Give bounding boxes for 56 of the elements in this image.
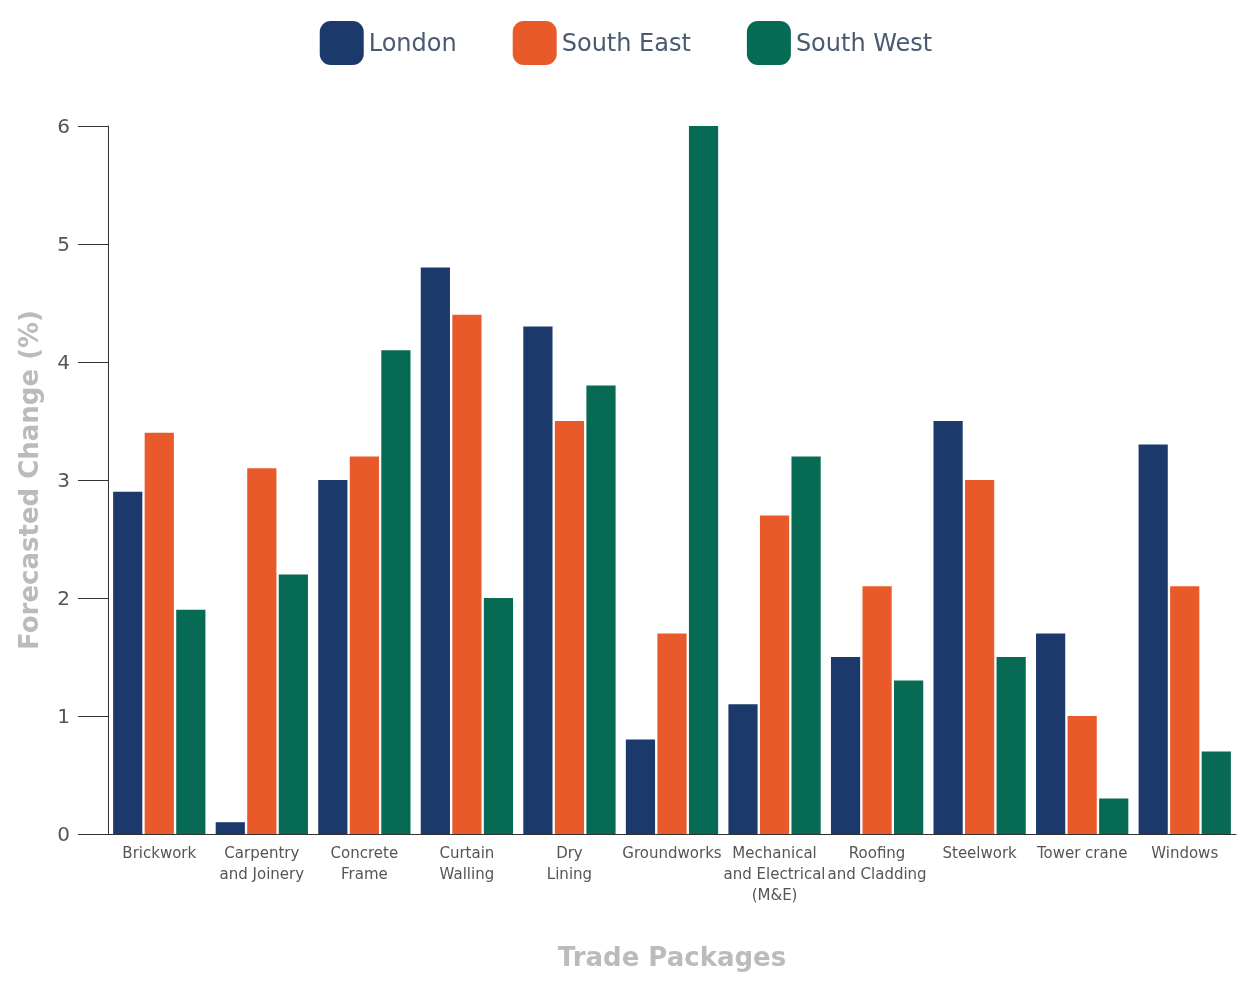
x-tick-label: Windows xyxy=(1151,843,1219,862)
x-tick-label: Steelwork xyxy=(942,843,1018,862)
bar xyxy=(215,822,245,834)
bar xyxy=(318,480,348,834)
bar xyxy=(688,126,719,834)
y-tick-label: 4 xyxy=(57,350,70,374)
bar xyxy=(1036,633,1066,834)
bar xyxy=(965,480,995,834)
x-tick-label: Tower crane xyxy=(1035,843,1128,862)
bar xyxy=(176,609,206,834)
bar xyxy=(452,314,482,834)
legend-label: London xyxy=(368,29,457,57)
bar xyxy=(657,633,687,834)
bar xyxy=(996,657,1026,834)
legend-label: South West xyxy=(795,29,933,57)
bar xyxy=(791,456,821,834)
bar xyxy=(523,326,553,834)
y-tick-label: 3 xyxy=(57,468,70,492)
x-tick-label: Brickwork xyxy=(122,843,197,862)
bar xyxy=(420,267,450,834)
y-tick-label: 1 xyxy=(57,704,70,728)
x-tick-label: Groundworks xyxy=(622,843,722,862)
y-axis-title: Forecasted Change (%) xyxy=(14,310,44,650)
x-tick-label: Curtain Walling xyxy=(439,843,495,883)
bar xyxy=(1201,751,1231,834)
y-tick-label: 2 xyxy=(57,586,70,610)
bar xyxy=(1067,716,1097,834)
y-tick-label: 0 xyxy=(57,822,70,846)
bar xyxy=(728,704,758,834)
bar xyxy=(759,515,790,834)
bar xyxy=(483,598,514,834)
bar xyxy=(381,350,411,834)
legend-label: South East xyxy=(561,29,691,57)
x-tick-label: Carpentry and Joinery xyxy=(219,843,305,883)
bar xyxy=(1170,586,1200,834)
bar xyxy=(113,491,143,834)
bar xyxy=(586,385,616,834)
bar xyxy=(554,421,585,834)
y-tick-label: 5 xyxy=(57,232,70,256)
bar xyxy=(278,574,308,834)
x-axis-title: Trade Packages xyxy=(557,942,787,972)
bar xyxy=(625,739,656,834)
y-tick-label: 6 xyxy=(57,114,70,138)
bar xyxy=(1138,444,1168,834)
bar xyxy=(144,432,174,834)
bar xyxy=(894,680,924,834)
x-tick-label: Dry Lining xyxy=(546,843,593,883)
bar xyxy=(933,421,963,834)
bar xyxy=(1099,798,1129,834)
x-tick-label: Mechanical and Electrical (M&E) xyxy=(723,843,826,904)
bar xyxy=(830,657,861,834)
bar xyxy=(862,586,892,834)
x-tick-label: Roofing and Cladding xyxy=(827,843,927,883)
bar xyxy=(247,468,277,834)
bar xyxy=(349,456,379,834)
x-tick-label: Concrete Frame xyxy=(330,843,399,883)
